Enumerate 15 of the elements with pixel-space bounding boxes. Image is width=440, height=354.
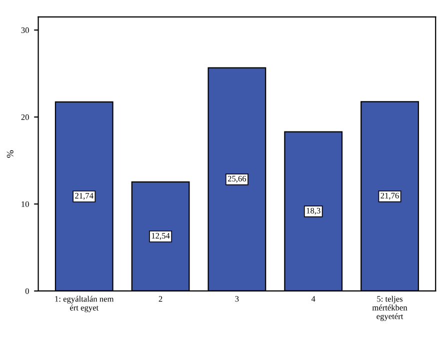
x-tick-label: 2 [158, 296, 162, 302]
y-axis-title: % [6, 150, 14, 158]
y-tick-label: 20 [21, 114, 29, 120]
x-tick-label: 3 [235, 296, 239, 302]
x-tick-label: 5: teljes mértékben egyetért [372, 296, 408, 321]
data-label: 25,66 [228, 176, 246, 183]
data-label: 12,54 [152, 232, 170, 240]
data-label: 18,3 [306, 208, 320, 215]
data-label: 21,76 [380, 192, 399, 200]
y-tick-label: 10 [22, 201, 29, 207]
x-tick-label: 4 [311, 296, 316, 302]
data-label: 21,74 [75, 192, 94, 200]
x-tick-label: 1: egyáltalán nem ért egyet [55, 296, 114, 312]
y-tick-label: 30 [21, 27, 29, 34]
y-tick-label: 0 [25, 288, 29, 294]
